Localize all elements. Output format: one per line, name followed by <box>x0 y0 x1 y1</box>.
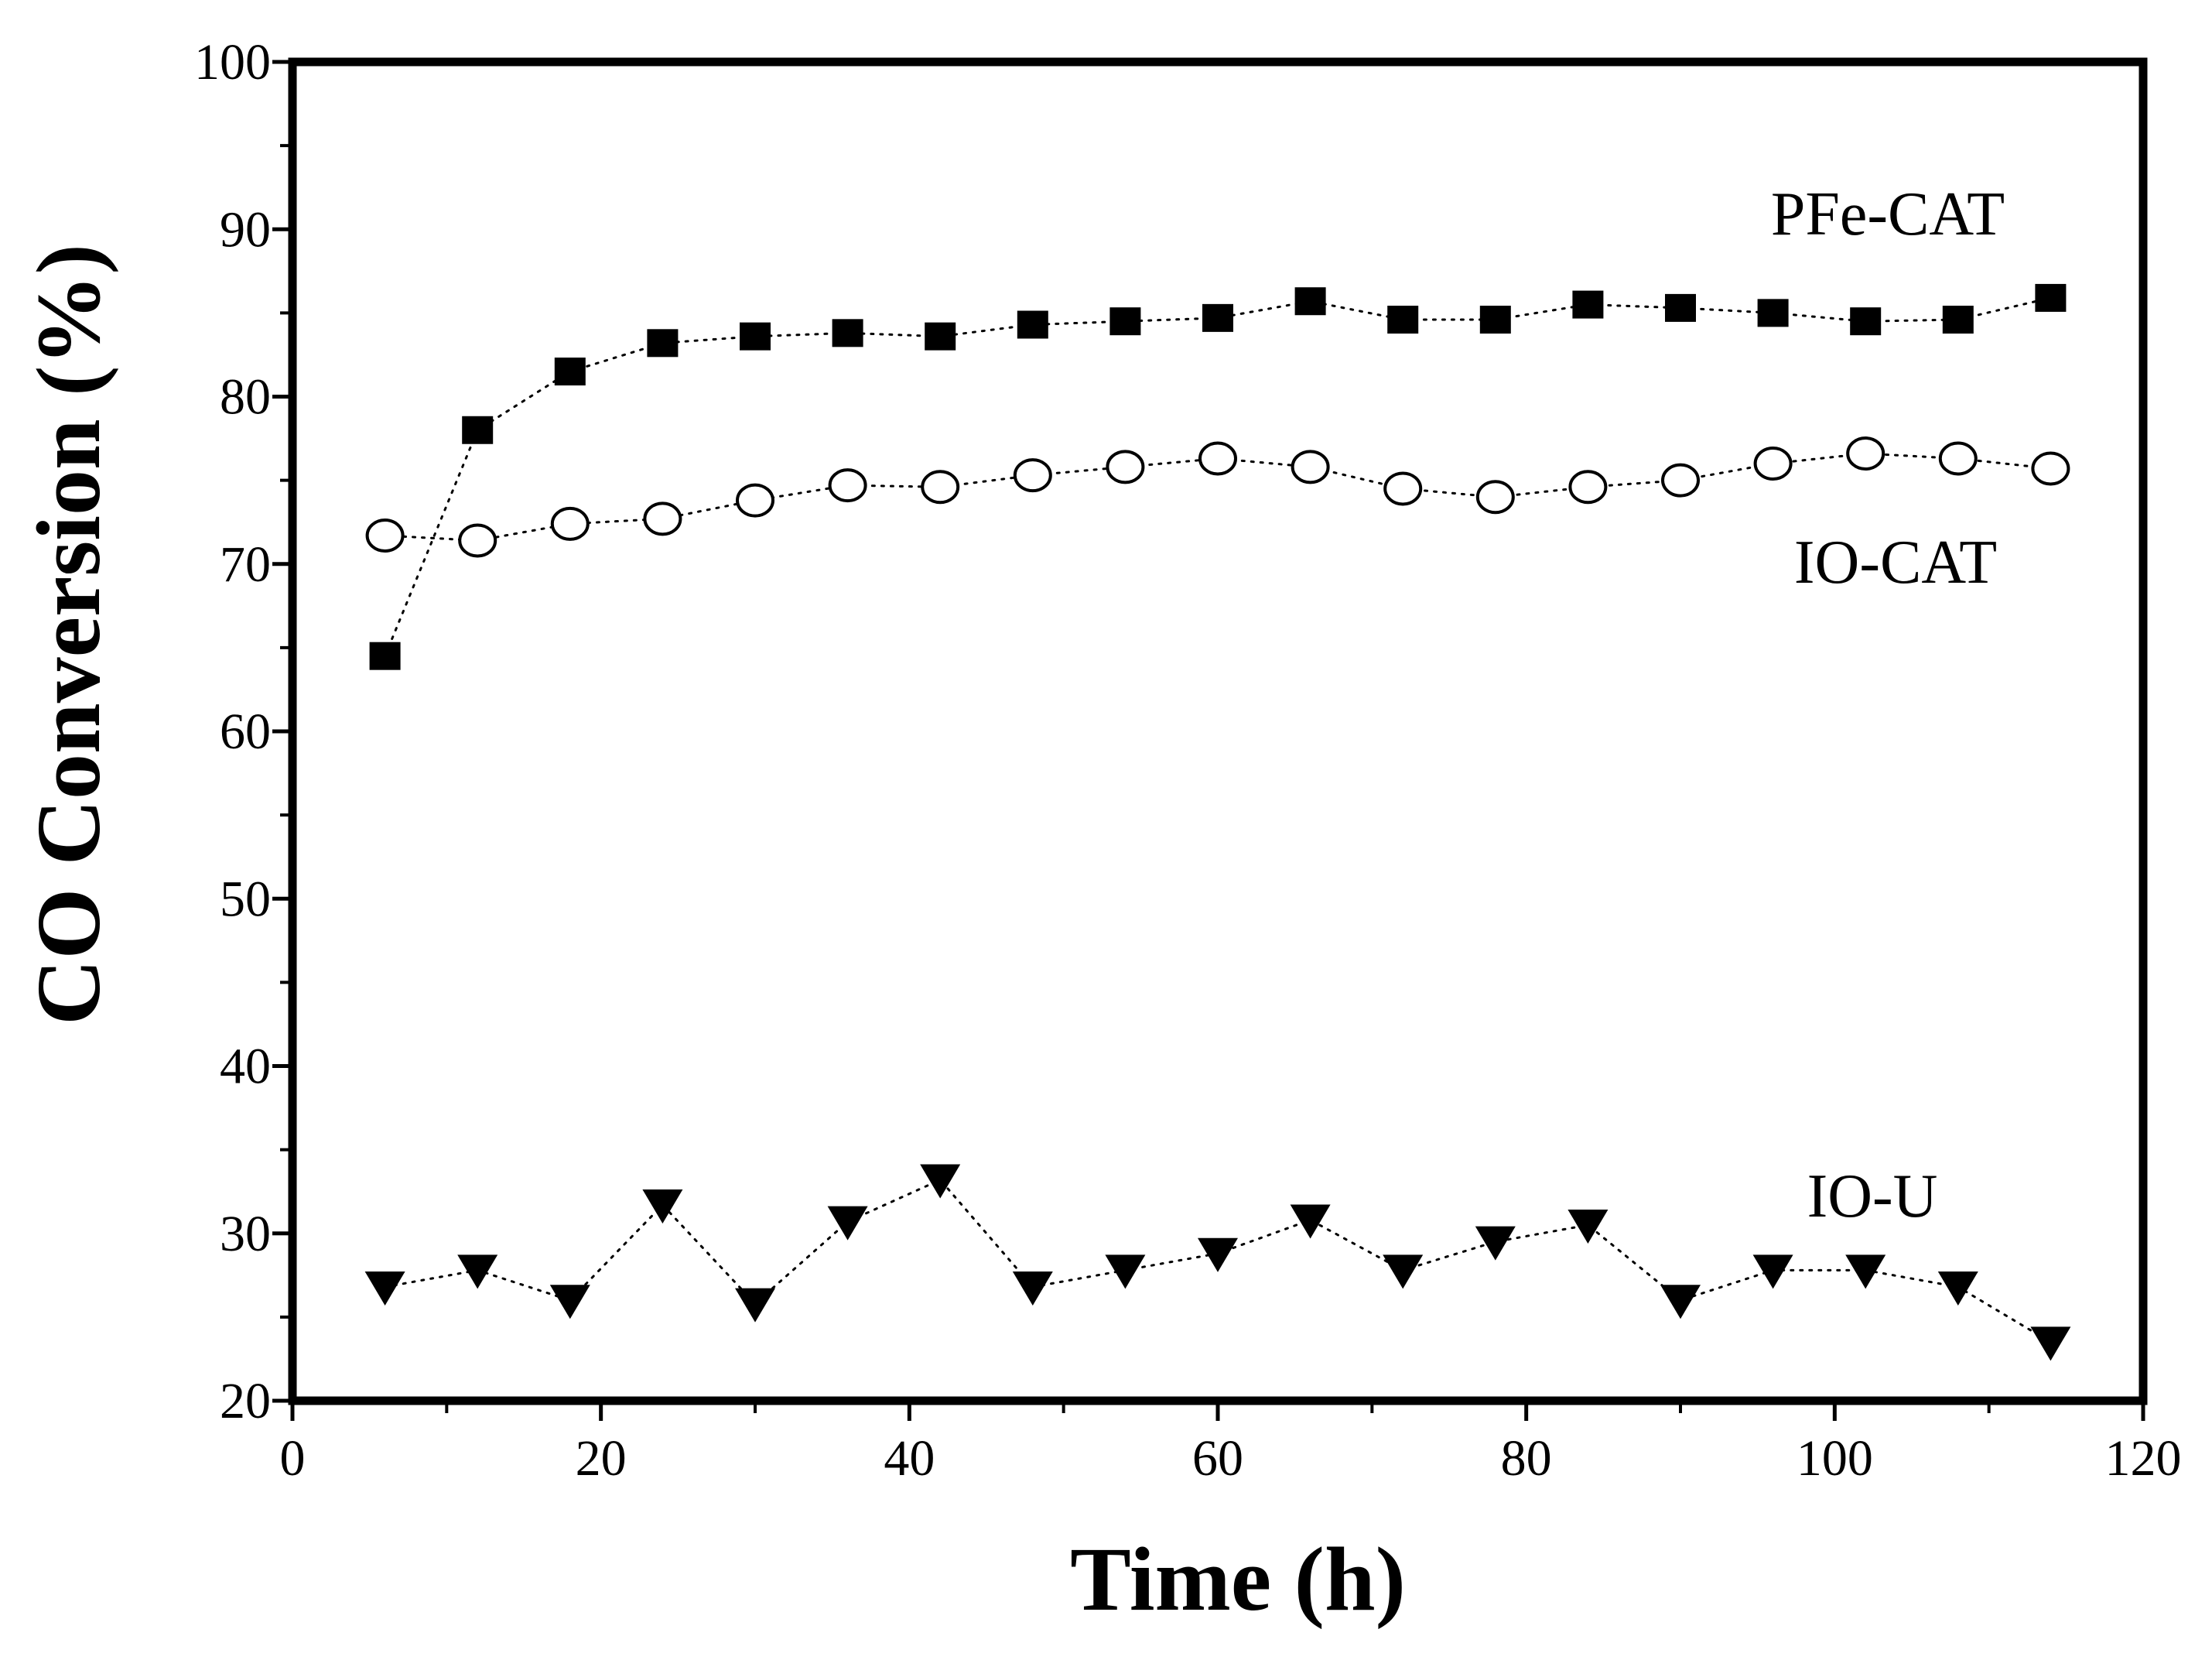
marker-io-u <box>549 1285 590 1319</box>
x-tick-label: 0 <box>280 1430 306 1487</box>
marker-io-u <box>1475 1226 1516 1261</box>
marker-io-cat <box>1846 436 1885 471</box>
marker-pfe-cat <box>1942 306 1974 334</box>
marker-pfe-cat <box>369 642 401 670</box>
marker-io-u <box>827 1206 868 1241</box>
marker-io-cat <box>1568 470 1608 505</box>
series-label-pfe-cat: PFe-CAT <box>1771 180 2005 248</box>
marker-io-cat <box>1661 463 1700 498</box>
marker-io-u <box>2030 1326 2071 1361</box>
marker-pfe-cat <box>1294 287 1326 316</box>
marker-pfe-cat <box>1757 299 1789 327</box>
marker-io-cat <box>736 483 774 518</box>
marker-io-cat <box>365 518 405 553</box>
y-tick-label: 30 <box>220 1206 271 1262</box>
marker-io-u <box>1660 1285 1701 1319</box>
marker-pfe-cat <box>1202 303 1233 332</box>
marker-pfe-cat <box>925 322 956 351</box>
marker-io-cat <box>1013 458 1052 493</box>
marker-io-u <box>1845 1254 1886 1289</box>
y-tick-label: 60 <box>220 703 271 760</box>
marker-io-u <box>920 1164 961 1199</box>
marker-io-cat <box>921 470 960 505</box>
marker-pfe-cat <box>462 416 494 444</box>
y-tick-label: 70 <box>220 536 271 593</box>
marker-io-u <box>1105 1254 1146 1289</box>
marker-io-u <box>1383 1254 1424 1289</box>
y-tick-label: 100 <box>194 34 271 91</box>
marker-io-cat <box>1291 450 1330 484</box>
marker-pfe-cat <box>1665 293 1696 322</box>
plot-frame <box>288 57 2148 1405</box>
marker-io-u <box>1012 1271 1053 1306</box>
y-tick-label: 80 <box>220 369 271 426</box>
y-tick-label: 20 <box>220 1373 271 1429</box>
x-axis-title: Time (h) <box>1070 1528 1406 1630</box>
x-tick-label: 20 <box>576 1430 627 1487</box>
marker-pfe-cat <box>832 319 863 347</box>
marker-pfe-cat <box>1572 290 1604 319</box>
marker-pfe-cat <box>1109 307 1141 336</box>
marker-pfe-cat <box>1387 306 1419 334</box>
marker-io-cat <box>1198 441 1237 476</box>
marker-io-cat <box>828 468 867 503</box>
series-label-io-cat: IO-CAT <box>1794 529 1997 597</box>
marker-io-cat <box>1475 480 1515 515</box>
marker-io-cat <box>1753 447 1793 481</box>
marker-io-cat <box>550 506 590 541</box>
x-tick-label: 120 <box>2105 1430 2182 1487</box>
x-tick-label: 40 <box>884 1430 935 1487</box>
marker-pfe-cat <box>2035 283 2067 312</box>
marker-pfe-cat <box>647 329 679 358</box>
marker-pfe-cat <box>1479 306 1511 334</box>
series-label-io-u: IO-U <box>1807 1162 1938 1230</box>
y-tick-label: 40 <box>220 1039 271 1095</box>
y-axis-title: CO Conversion (%) <box>18 244 119 1025</box>
marker-io-u <box>1937 1271 1978 1306</box>
marker-io-cat <box>1106 450 1145 484</box>
marker-io-u <box>1752 1254 1793 1289</box>
marker-io-u <box>364 1271 405 1306</box>
marker-pfe-cat <box>1850 307 1882 336</box>
marker-io-cat <box>643 501 682 536</box>
marker-io-cat <box>458 523 497 558</box>
y-tick-label: 50 <box>220 871 271 927</box>
marker-pfe-cat <box>740 322 771 351</box>
marker-io-u <box>1198 1237 1238 1272</box>
marker-pfe-cat <box>554 358 586 386</box>
marker-io-u <box>735 1288 775 1323</box>
y-tick-label: 90 <box>220 201 271 258</box>
marker-io-u <box>1290 1204 1331 1239</box>
marker-io-u <box>1568 1209 1609 1244</box>
marker-io-u <box>642 1189 683 1224</box>
x-tick-label: 80 <box>1501 1430 1552 1487</box>
marker-io-cat <box>1383 471 1423 506</box>
marker-io-cat <box>2031 451 2070 486</box>
series-markers <box>364 283 2071 1361</box>
marker-io-u <box>457 1254 498 1289</box>
x-tick-label: 60 <box>1192 1430 1243 1487</box>
x-tick-label: 100 <box>1797 1430 1873 1487</box>
marker-pfe-cat <box>1017 310 1048 339</box>
marker-io-cat <box>1938 441 1978 476</box>
